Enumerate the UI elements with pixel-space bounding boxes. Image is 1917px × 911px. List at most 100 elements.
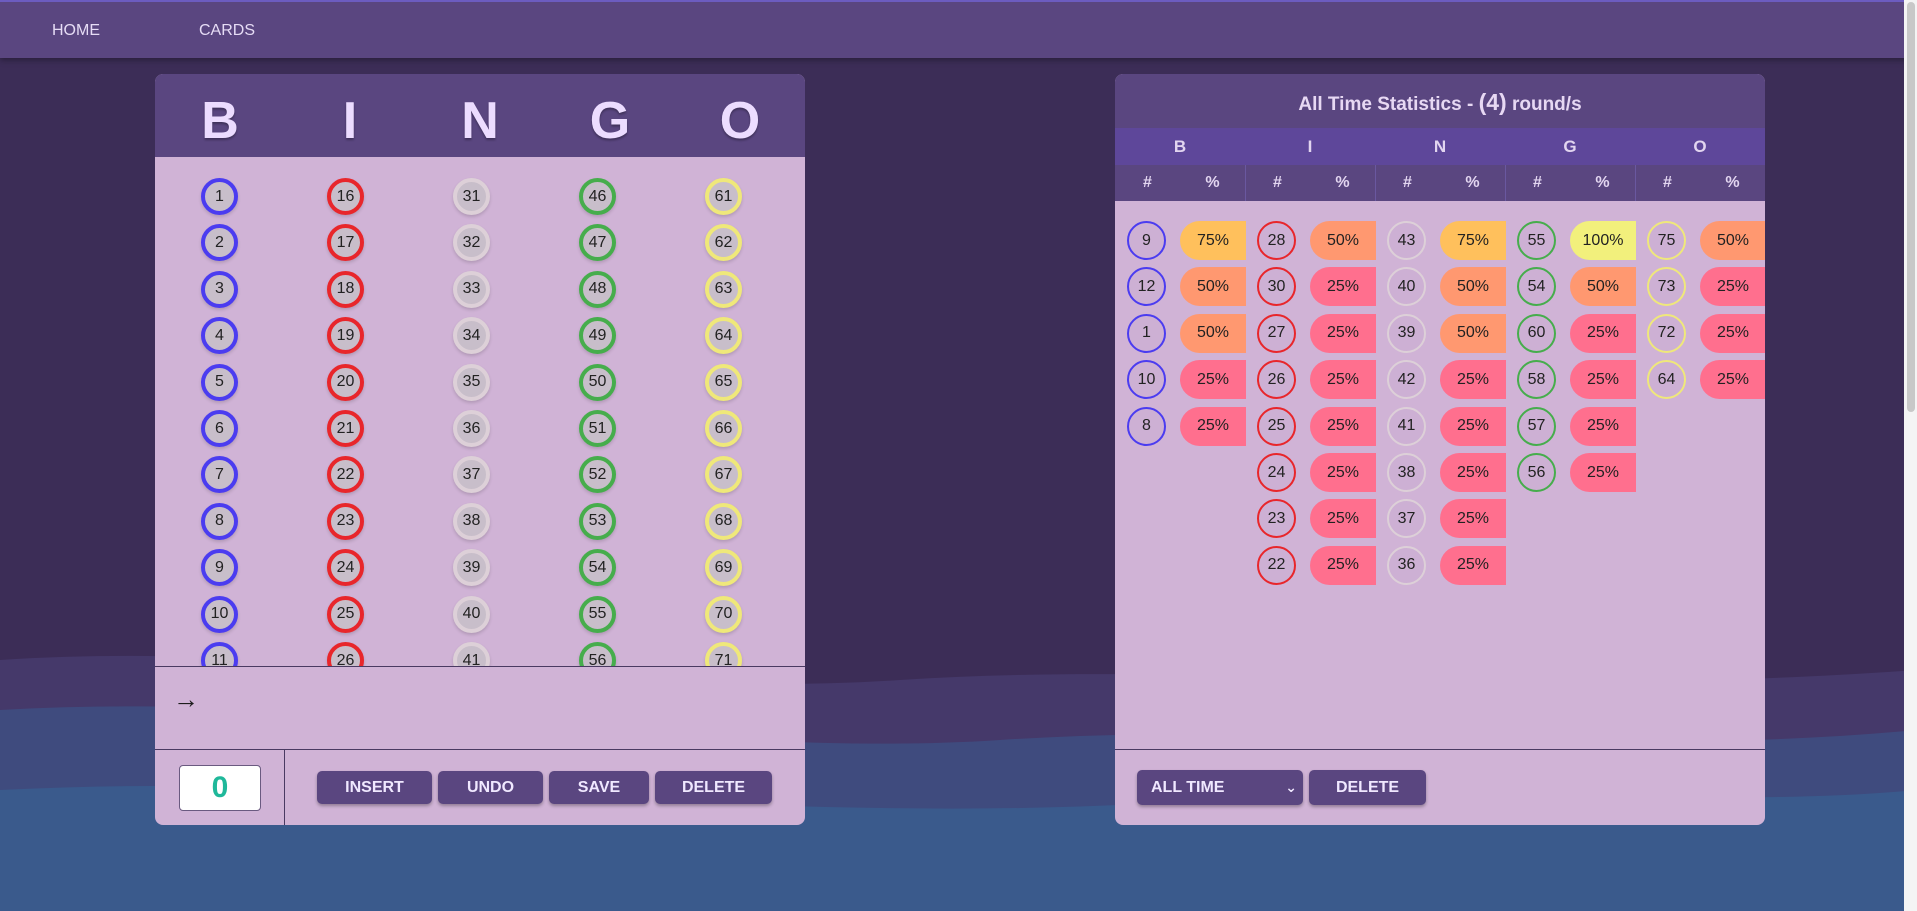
- stats-number-header: #: [1143, 174, 1152, 191]
- stats-number-ball: 23: [1257, 499, 1296, 539]
- number-ball[interactable]: 51: [579, 410, 616, 447]
- scrollbar-thumb[interactable]: [1907, 2, 1915, 412]
- number-ball[interactable]: 38: [453, 502, 490, 540]
- number-ball[interactable]: 22: [327, 456, 364, 494]
- number-ball[interactable]: 70: [705, 595, 742, 633]
- stats-number-ball: 56: [1517, 453, 1556, 492]
- stats-percent-header: %: [1205, 174, 1220, 191]
- number-ball[interactable]: 8: [201, 502, 238, 540]
- number-ball[interactable]: 47: [579, 224, 616, 262]
- number-ball[interactable]: 19: [327, 317, 364, 355]
- number-ball[interactable]: 5: [201, 363, 238, 401]
- number-ball[interactable]: 67: [705, 456, 742, 494]
- stats-number-ball: 27: [1257, 313, 1296, 353]
- number-ball[interactable]: 9: [201, 549, 238, 587]
- stats-percent-badge: 50%: [1440, 313, 1506, 353]
- number-ball[interactable]: 66: [705, 410, 742, 447]
- number-ball[interactable]: 33: [453, 270, 490, 308]
- number-ball[interactable]: 71: [705, 642, 742, 666]
- number-ball[interactable]: 6: [201, 410, 238, 447]
- stats-number-ball: 72: [1647, 313, 1686, 353]
- undo-button[interactable]: UNDO: [438, 771, 543, 804]
- stats-number-ball: 10: [1127, 360, 1166, 400]
- stats-number-header: #: [1663, 174, 1672, 191]
- number-ball[interactable]: 62: [705, 224, 742, 262]
- stats-delete-button[interactable]: DELETE: [1309, 770, 1426, 805]
- page-scrollbar[interactable]: [1904, 0, 1917, 911]
- stats-number-ball: 40: [1387, 267, 1426, 307]
- stats-percent-badge: 50%: [1700, 221, 1765, 260]
- number-ball[interactable]: 55: [579, 595, 616, 633]
- number-ball[interactable]: 11: [201, 642, 238, 666]
- number-ball[interactable]: 35: [453, 363, 490, 401]
- number-ball[interactable]: 3: [201, 270, 238, 308]
- stats-number-ball: 25: [1257, 406, 1296, 446]
- stats-column-separator: [1245, 165, 1246, 201]
- stats-number-ball: 38: [1387, 453, 1426, 492]
- number-ball[interactable]: 39: [453, 549, 490, 587]
- stats-number-ball: 36: [1387, 545, 1426, 585]
- number-ball[interactable]: 50: [579, 363, 616, 401]
- number-ball[interactable]: 52: [579, 456, 616, 494]
- number-ball[interactable]: 68: [705, 502, 742, 540]
- stats-column-separator: [1635, 165, 1636, 201]
- stats-percent-badge: 75%: [1440, 221, 1506, 260]
- number-ball[interactable]: 34: [453, 317, 490, 355]
- number-ball[interactable]: 49: [579, 317, 616, 355]
- nav-cards-link[interactable]: CARDS: [199, 22, 256, 39]
- number-ball[interactable]: 36: [453, 410, 490, 447]
- number-ball[interactable]: 2: [201, 224, 238, 262]
- stats-percent-badge: 25%: [1180, 360, 1246, 400]
- number-ball[interactable]: 17: [327, 224, 364, 262]
- number-ball[interactable]: 7: [201, 456, 238, 494]
- number-ball[interactable]: 26: [327, 642, 364, 666]
- stats-number-ball: 30: [1257, 267, 1296, 307]
- save-button[interactable]: SAVE: [549, 771, 649, 804]
- period-select[interactable]: ALL TIME ⌄: [1137, 770, 1303, 805]
- stats-footer-divider: [1115, 749, 1765, 750]
- number-ball[interactable]: 69: [705, 549, 742, 587]
- stats-percent-badge: 50%: [1180, 267, 1246, 307]
- number-ball[interactable]: 25: [327, 595, 364, 633]
- delete-button[interactable]: DELETE: [655, 771, 772, 804]
- number-ball[interactable]: 32: [453, 224, 490, 262]
- stats-column-separator: [1375, 165, 1376, 201]
- number-ball[interactable]: 46: [579, 178, 616, 215]
- stats-percent-badge: 50%: [1570, 267, 1636, 307]
- stats-percent-header: %: [1335, 174, 1350, 191]
- number-ball[interactable]: 20: [327, 363, 364, 401]
- stats-title-prefix: All Time Statistics -: [1298, 94, 1479, 115]
- number-ball[interactable]: 63: [705, 270, 742, 308]
- number-ball[interactable]: 10: [201, 595, 238, 633]
- number-ball[interactable]: 24: [327, 549, 364, 587]
- number-ball[interactable]: 23: [327, 502, 364, 540]
- number-ball[interactable]: 41: [453, 642, 490, 666]
- stats-number-ball: 43: [1387, 221, 1426, 260]
- number-ball[interactable]: 64: [705, 317, 742, 355]
- stats-percent-badge: 25%: [1570, 406, 1636, 446]
- number-ball[interactable]: 61: [705, 178, 742, 215]
- number-ball[interactable]: 21: [327, 410, 364, 447]
- number-ball[interactable]: 4: [201, 317, 238, 355]
- number-ball[interactable]: 54: [579, 549, 616, 587]
- number-ball[interactable]: 40: [453, 595, 490, 633]
- stats-percent-badge: 25%: [1700, 360, 1765, 400]
- stats-letter-i: I: [1307, 137, 1313, 156]
- number-ball[interactable]: 48: [579, 270, 616, 308]
- stats-number-header: #: [1403, 174, 1412, 191]
- number-ball[interactable]: 65: [705, 363, 742, 401]
- number-ball[interactable]: 16: [327, 178, 364, 215]
- number-ball[interactable]: 18: [327, 270, 364, 308]
- number-ball[interactable]: 53: [579, 502, 616, 540]
- number-ball[interactable]: 56: [579, 642, 616, 666]
- stats-percent-header: %: [1465, 174, 1480, 191]
- number-ball[interactable]: 37: [453, 456, 490, 494]
- number-ball[interactable]: 31: [453, 178, 490, 215]
- bingo-number-grid: 1 2 3 4 5 6 7 8 9 10 11 16 17 18 19 20 21 22 23 24 25 26 31 32 3…: [155, 157, 805, 666]
- nav-home-link[interactable]: HOME: [52, 22, 100, 39]
- number-ball[interactable]: 1: [201, 178, 238, 215]
- stats-title: All Time Statistics - (4) round/s: [1115, 74, 1765, 128]
- insert-button[interactable]: INSERT: [317, 771, 432, 804]
- stats-number-ball: 42: [1387, 360, 1426, 400]
- stats-letter-header: B I N G O: [1115, 128, 1765, 165]
